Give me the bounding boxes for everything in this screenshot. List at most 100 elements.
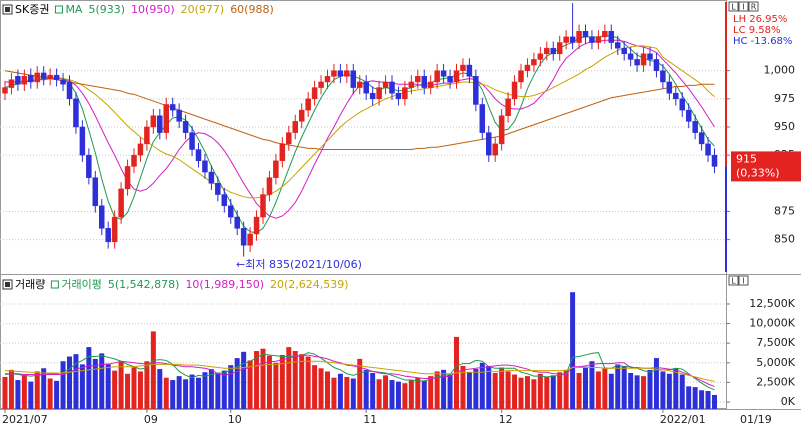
x-tick-label: 2022/01 — [660, 413, 706, 426]
panel-button — [738, 275, 749, 286]
volume-bar — [524, 376, 530, 409]
volume-bar — [679, 374, 685, 409]
range-info: HC -13.68% — [733, 36, 792, 47]
volume-bar — [383, 375, 389, 409]
candle-body — [124, 166, 131, 190]
y-tick-label: 875 — [774, 204, 795, 217]
volume-bar — [241, 351, 247, 409]
volume-bar — [118, 362, 124, 409]
legend-label: MA — [65, 3, 82, 16]
x-tick-label: 12 — [499, 413, 513, 426]
volume-bar — [395, 381, 401, 409]
volume-bar — [112, 370, 118, 409]
legend-label: 거래이평 — [61, 278, 101, 291]
candle-body — [511, 81, 518, 100]
candle-body — [382, 81, 389, 88]
volume-bar — [15, 380, 21, 409]
legend-title: SK증권 — [15, 3, 49, 16]
volume-bar — [570, 292, 576, 409]
candle-body — [208, 171, 215, 184]
candle-body — [408, 81, 415, 88]
candle-body — [337, 70, 344, 77]
volume-bar — [608, 373, 614, 409]
candle-body — [473, 76, 479, 105]
volume-bar — [2, 376, 8, 409]
volume-bar — [286, 347, 292, 409]
candle-body — [660, 70, 666, 83]
candle-body — [266, 177, 273, 195]
volume-bar — [518, 377, 524, 409]
candle-body — [163, 104, 169, 133]
volume-bar — [337, 373, 343, 409]
volume-bar — [79, 364, 85, 409]
y-tick-label: 0K — [781, 395, 796, 408]
volume-bar — [402, 383, 408, 409]
ma-line — [4, 360, 715, 382]
legend-entry: 5(1,542,878) — [108, 278, 180, 291]
volume-bar — [434, 371, 440, 409]
volume-bar — [589, 361, 595, 409]
candle-body — [215, 183, 221, 195]
volume-bar — [544, 376, 550, 409]
candle-body — [608, 31, 615, 43]
candle-body — [447, 76, 453, 83]
volume-bar — [473, 369, 479, 409]
candle-body — [466, 64, 473, 77]
volume-bar — [47, 378, 53, 409]
volume-bar — [305, 356, 311, 409]
volume-bar — [705, 391, 711, 409]
candle-body — [421, 76, 427, 88]
volume-bar — [60, 361, 66, 409]
ma-line — [4, 352, 715, 391]
volume-bar — [531, 379, 537, 409]
volume-bar — [86, 347, 92, 409]
volume-bar — [363, 369, 369, 409]
ma-line — [4, 45, 715, 199]
y-tick-label: 7,500K — [756, 336, 795, 349]
volume-bar — [666, 373, 672, 409]
last-price-box — [731, 151, 801, 182]
candle-body — [144, 126, 150, 145]
volume-bar — [641, 376, 647, 409]
volume-bar — [163, 377, 169, 409]
y-tick-label: 975 — [774, 92, 795, 105]
candle-body — [595, 36, 602, 43]
volume-bar — [189, 374, 195, 409]
candle-body — [79, 126, 86, 156]
panel-button — [728, 1, 739, 12]
candle-body — [634, 59, 640, 66]
volume-bar — [137, 371, 143, 409]
candle-body — [2, 87, 8, 94]
volume-bar — [634, 375, 640, 409]
candle-body — [234, 216, 240, 229]
candle-body — [556, 42, 563, 55]
volume-bar — [234, 358, 240, 409]
panel-button-label: L — [731, 277, 736, 286]
candle-body — [685, 109, 692, 122]
candle-body — [99, 205, 105, 229]
candle-body — [402, 87, 408, 100]
volume-bar — [673, 368, 679, 409]
candle-body — [298, 109, 305, 122]
candle-body — [640, 53, 647, 66]
x-tick-label: 09 — [144, 413, 158, 426]
volume-bar — [247, 360, 253, 409]
volume-bar — [157, 369, 163, 409]
legend-entry: 60(988) — [230, 3, 274, 16]
current-date: 01/19 — [740, 413, 772, 426]
candle-body — [182, 121, 189, 133]
candle-body — [453, 70, 460, 83]
candle-body — [53, 74, 60, 80]
volume-bar — [221, 370, 227, 409]
candle-body — [492, 143, 498, 156]
candle-body — [150, 115, 157, 128]
volume-bar — [105, 363, 111, 409]
volume-bar — [312, 365, 318, 409]
candle-body — [673, 92, 679, 100]
volume-bar — [67, 356, 72, 409]
volume-bar — [92, 358, 98, 409]
range-info: LH 26.95% — [733, 14, 787, 25]
volume-bar — [299, 354, 305, 409]
